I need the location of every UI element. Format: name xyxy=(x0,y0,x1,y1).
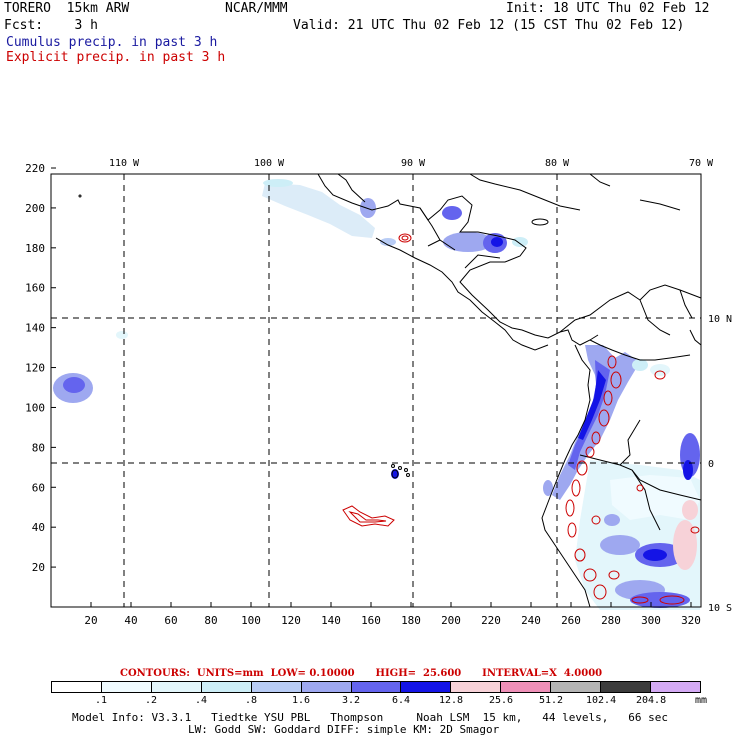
galapagos-outline xyxy=(391,469,399,479)
colorbar-level-label: .4 xyxy=(194,695,208,706)
colorbar-swatch xyxy=(251,682,302,692)
longitude-label: 100 W xyxy=(254,158,285,169)
colorbar-level-label: 204.8 xyxy=(636,695,667,706)
y-tick-label: 20 xyxy=(32,561,45,574)
x-tick-label: 40 xyxy=(124,614,137,627)
longitude-label: 110 W xyxy=(109,158,140,169)
lat-lon-grid xyxy=(51,174,701,607)
contours-info: CONTOURS: UNITS=mm LOW= 0.10000 HIGH= 25… xyxy=(120,668,603,679)
colorbar-swatch xyxy=(401,682,452,692)
x-tick-label: 120 xyxy=(281,614,301,627)
coastlines xyxy=(78,173,702,608)
colorbar-level-label: .8 xyxy=(244,695,258,706)
y-axis-labels: 220 200 180 160 140 120 100 80 60 40 20 xyxy=(25,162,45,574)
y-tick-label: 180 xyxy=(25,242,45,255)
x-tick-label: 300 xyxy=(641,614,661,627)
colorbar-unit: mm xyxy=(695,695,708,706)
map-frame xyxy=(50,173,702,608)
y-tick-label: 200 xyxy=(25,202,45,215)
x-tick-label: 280 xyxy=(601,614,621,627)
colorbar-swatch xyxy=(601,682,652,692)
y-tick-label: 100 xyxy=(25,401,45,414)
latitude-label: 10 S xyxy=(708,603,732,614)
longitude-label: 80 W xyxy=(545,158,570,169)
y-tick-label: 60 xyxy=(32,481,45,494)
y-tick-label: 120 xyxy=(25,362,45,375)
x-tick-label: 320 xyxy=(681,614,701,627)
colorbar-level-label: 25.6 xyxy=(488,695,514,706)
field-cumulus-label: Cumulus precip. in past 3 h xyxy=(6,35,218,50)
colorbar-swatch xyxy=(451,682,502,692)
longitude-label: 70 W xyxy=(689,158,714,169)
colorbar-level-label: 3.2 xyxy=(341,695,361,706)
axis-ticks xyxy=(51,167,692,607)
x-tick-label: 140 xyxy=(321,614,341,627)
x-axis-labels: 20 40 60 80 100 120 140 160 180 200 220 240 260 280 30… xyxy=(84,614,701,627)
x-tick-label: 240 xyxy=(521,614,541,627)
colorbar-swatch xyxy=(201,682,252,692)
colorbar-swatch xyxy=(101,682,152,692)
x-tick-label: 20 xyxy=(84,614,97,627)
y-tick-label: 220 xyxy=(25,162,45,175)
colorbar-swatch xyxy=(151,682,202,692)
colorbar-level-label: 1.6 xyxy=(291,695,311,706)
x-tick-label: 260 xyxy=(561,614,581,627)
latitude-labels: 10 N 0 10 S xyxy=(708,314,732,614)
colorbar-level-label: 102.4 xyxy=(586,695,617,706)
model-info-line2: LW: Godd SW: Goddard DIFF: simple KM: 2D… xyxy=(188,723,500,736)
x-tick-label: 220 xyxy=(481,614,501,627)
x-tick-label: 60 xyxy=(164,614,177,627)
x-tick-label: 200 xyxy=(441,614,461,627)
longitude-label: 90 W xyxy=(401,158,426,169)
colorbar xyxy=(51,681,701,693)
organization: NCAR/MMM xyxy=(225,1,288,16)
cumulus-precip-shading xyxy=(53,179,700,610)
model-info-line1: Model Info: V3.3.1 Tiedtke YSU PBL Thomp… xyxy=(72,711,669,724)
colorbar-level-label: 6.4 xyxy=(391,695,411,706)
x-tick-label: 160 xyxy=(361,614,381,627)
colorbar-swatch xyxy=(551,682,602,692)
colorbar-swatch xyxy=(52,682,102,692)
y-tick-label: 40 xyxy=(32,521,45,534)
init-time: Init: 18 UTC Thu 02 Feb 12 xyxy=(506,1,710,16)
y-tick-label: 140 xyxy=(25,322,45,335)
colorbar-swatch xyxy=(651,682,700,692)
y-tick-label: 160 xyxy=(25,282,45,295)
y-tick-label: 80 xyxy=(32,441,45,454)
colorbar-level-label: 12.8 xyxy=(438,695,464,706)
colorbar-labels: .1 .2 .4 .8 1.6 3.2 6.4 12.8 25.6 51.2 102.4 204.8 xyxy=(0,696,740,708)
colorbar-swatch xyxy=(501,682,552,692)
x-tick-label: 80 xyxy=(204,614,217,627)
valid-time: Valid: 21 UTC Thu 02 Feb 12 (15 CST Thu … xyxy=(293,18,685,33)
x-tick-label: 180 xyxy=(401,614,421,627)
colorbar-level-label: .2 xyxy=(144,695,158,706)
forecast-hour: Fcst: 3 h xyxy=(4,18,98,33)
colorbar-swatch xyxy=(301,682,352,692)
explicit-precip-contours xyxy=(342,233,700,605)
colorbar-swatch xyxy=(351,682,402,692)
model-title: TORERO 15km ARW xyxy=(4,1,130,16)
x-tick-label: 100 xyxy=(241,614,261,627)
longitude-labels: 110 W 100 W 90 W 80 W 70 W xyxy=(109,158,714,169)
field-explicit-label: Explicit precip. in past 3 h xyxy=(6,50,226,65)
colorbar-level-label: 51.2 xyxy=(538,695,564,706)
colorbar-level-label: .1 xyxy=(94,695,108,706)
latitude-label: 0 xyxy=(708,459,714,470)
latitude-label: 10 N xyxy=(708,314,732,325)
